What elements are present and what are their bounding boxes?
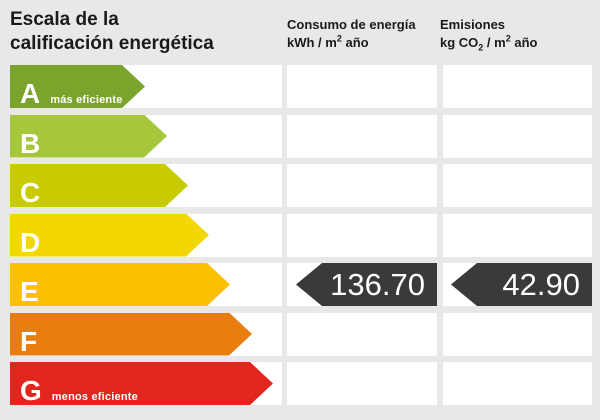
consumo-cell-g [287,362,437,405]
band-letter-b: B [20,127,41,159]
emisiones-cell-e: 42.90 [443,263,592,306]
band-letter-a: A [20,78,41,109]
band-e-arrow: E [10,263,230,306]
scale-cell-c: C [10,164,282,207]
emisiones-cell-a [443,65,592,108]
band-b-arrow: B [10,115,167,158]
column-header-consumo: Consumo de energía kWh / m2 año [287,16,416,52]
scale-cell-a: A más eficiente [10,65,282,108]
superscript-2: 2 [336,33,342,44]
emisiones-cell-f [443,312,592,356]
consumo-cell-f [287,312,437,356]
band-note-least-efficient: menos eficiente [51,391,138,403]
scale-cell-g: G menos eficiente [10,362,282,405]
emisiones-cell-d [443,213,592,257]
scale-row-c: C [10,164,592,207]
emisiones-unit: kg CO2 / m2 año [440,33,538,53]
emisiones-cell-g [443,362,592,405]
band-c-arrow: C [10,164,188,207]
emisiones-value: 42.90 [502,267,580,302]
band-a-arrow: A más eficiente [10,65,145,108]
emisiones-value-arrow: 42.90 [451,263,592,306]
consumo-cell-b [287,114,437,158]
scale-row-b: B [10,114,592,158]
consumo-cell-c [287,164,437,207]
subscript-2: 2 [478,42,484,53]
band-g-arrow: G menos eficiente [10,362,273,405]
consumo-title: Consumo de energía [287,17,416,32]
band-note-most-efficient: más eficiente [50,94,123,106]
consumo-value: 136.70 [330,267,425,302]
consumo-cell-e: 136.70 [287,263,437,306]
emisiones-cell-c [443,164,592,207]
band-letter-g: G [20,375,42,406]
scale-cell-d: D [10,213,282,257]
scale-row-e: E 136.70 42.90 [10,263,592,306]
rating-rows: A más eficiente B C [10,65,592,412]
emisiones-title: Emisiones [440,17,506,32]
consumo-cell-a [287,65,437,108]
band-letter-e: E [20,276,39,307]
band-letter-f: F [20,325,38,357]
emisiones-cell-b [443,114,592,158]
band-f-arrow: F [10,313,252,356]
scale-row-a: A más eficiente [10,65,592,108]
scale-row-f: F [10,312,592,356]
superscript-2: 2 [505,33,511,44]
scale-cell-f: F [10,312,282,356]
band-letter-c: C [20,177,41,208]
scale-cell-e: E [10,263,282,306]
consumo-cell-d [287,213,437,257]
page-title: Escala de la calificación energética [10,9,214,54]
band-d-arrow: D [10,214,209,257]
band-letter-d: D [20,226,41,258]
scale-row-g: G menos eficiente [10,362,592,405]
consumo-value-arrow: 136.70 [296,263,437,306]
scale-row-d: D [10,213,592,257]
consumo-unit: kWh / m2 año [287,33,369,50]
column-header-emisiones: Emisiones kg CO2 / m2 año [440,16,537,52]
scale-cell-b: B [10,114,282,158]
